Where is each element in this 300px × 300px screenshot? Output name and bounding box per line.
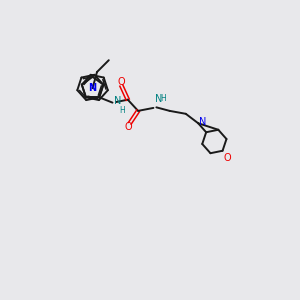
Text: N: N [114,96,121,106]
Text: H: H [160,94,166,103]
Text: O: O [124,122,132,132]
Text: N: N [199,117,207,127]
Text: N: N [88,83,97,93]
Text: O: O [118,77,125,87]
Text: H: H [119,106,125,115]
Text: N: N [154,94,162,104]
Text: O: O [224,153,231,163]
